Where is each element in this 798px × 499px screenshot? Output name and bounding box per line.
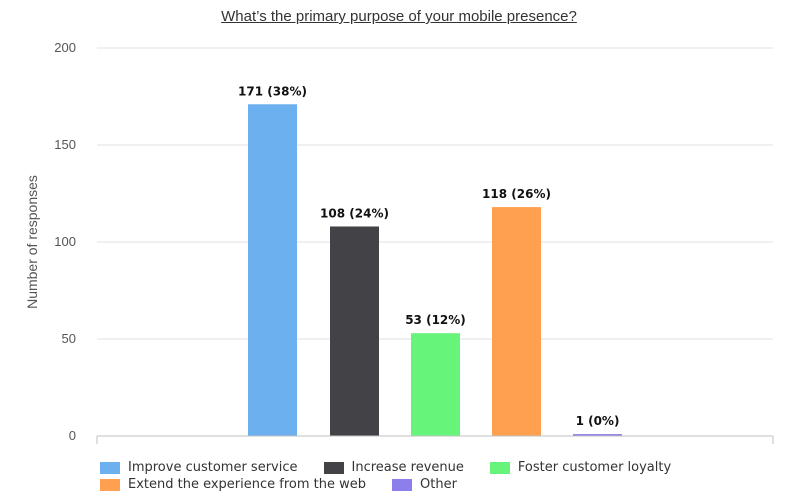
bar-4[interactable] xyxy=(492,207,541,436)
legend-label: Other xyxy=(420,477,457,492)
legend-item[interactable]: Other xyxy=(392,477,457,492)
data-labels: 171 (38%) 108 (24%) 53 (12%) 118 (26%) 1 (0%… xyxy=(238,84,619,428)
legend-label: Extend the experience from the web xyxy=(128,477,367,492)
legend-row: Extend the experience from the web Other xyxy=(100,476,790,493)
data-label: 171 (38%) xyxy=(238,84,307,98)
legend-item[interactable]: Increase revenue xyxy=(323,460,464,475)
legend: Improve customer service Increase revenue… xyxy=(100,459,790,493)
data-label: 118 (26%) xyxy=(482,187,551,201)
legend-item[interactable]: Improve customer service xyxy=(100,460,298,475)
bar-5[interactable] xyxy=(573,434,622,436)
y-tick-label: 100 xyxy=(54,234,76,249)
data-label: 53 (12%) xyxy=(405,313,466,327)
legend-swatch xyxy=(100,478,120,491)
legend-row: Improve customer service Increase revenue… xyxy=(100,459,790,476)
bar-3[interactable] xyxy=(411,333,460,436)
y-tick-label: 0 xyxy=(69,428,76,443)
legend-item[interactable]: Extend the experience from the web xyxy=(100,477,366,492)
chart-title: What’s the primary purpose of your mobil… xyxy=(221,8,577,25)
y-tick-label: 150 xyxy=(54,137,76,152)
legend-swatch xyxy=(392,478,413,491)
legend-item[interactable]: Foster customer loyalty xyxy=(489,460,672,475)
y-tick-label: 200 xyxy=(54,40,76,55)
y-tick-label: 50 xyxy=(62,331,76,346)
legend-label: Increase revenue xyxy=(351,460,464,475)
legend-swatch xyxy=(323,461,344,474)
data-label: 1 (0%) xyxy=(576,414,620,428)
legend-label: Improve customer service xyxy=(128,460,298,475)
y-axis-ticks: 0 50 100 150 200 xyxy=(54,40,76,443)
grid-lines xyxy=(97,47,773,340)
legend-label: Foster customer loyalty xyxy=(517,460,672,475)
data-label: 108 (24%) xyxy=(320,206,389,220)
bar-2[interactable] xyxy=(330,226,379,436)
y-axis-title: Number of responses xyxy=(24,175,40,309)
legend-swatch xyxy=(100,461,120,474)
bar-1[interactable] xyxy=(248,104,297,436)
legend-swatch xyxy=(489,461,510,474)
bars xyxy=(248,104,622,436)
